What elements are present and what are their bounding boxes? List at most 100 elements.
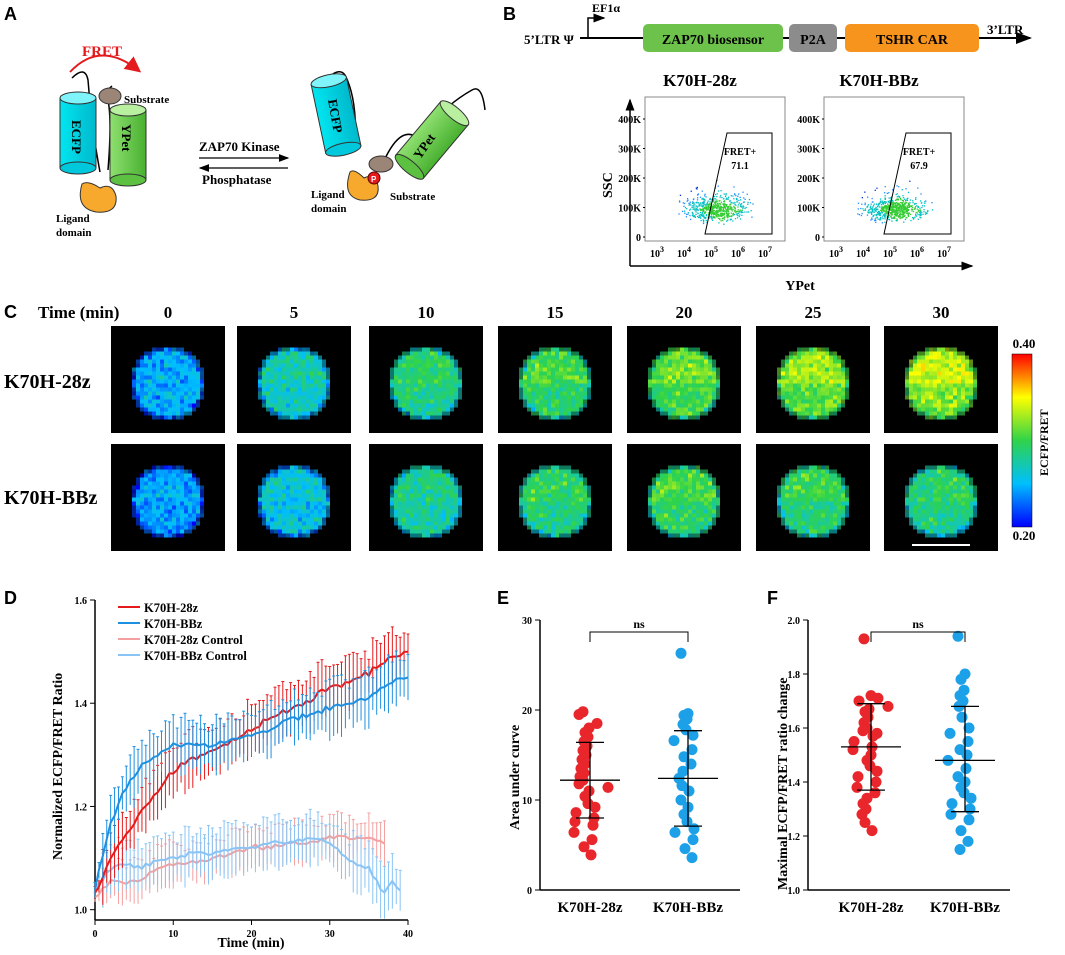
cell-pixel xyxy=(192,493,196,498)
cell-pixel xyxy=(398,505,402,510)
cell-pixel xyxy=(845,395,849,400)
cell-pixel xyxy=(961,407,965,412)
cell-pixel xyxy=(957,411,961,416)
panel-letter-b: B xyxy=(503,4,516,24)
cell-pixel xyxy=(406,351,410,356)
cell-pixel xyxy=(442,521,446,526)
cell-pixel xyxy=(829,489,833,494)
cell-pixel xyxy=(402,371,406,376)
cell-pixel xyxy=(310,355,314,360)
cell-pixel xyxy=(813,351,817,356)
cell-pixel xyxy=(801,521,805,526)
cell-pixel xyxy=(156,485,160,490)
cell-pixel xyxy=(708,513,712,518)
cell-pixel xyxy=(196,379,200,384)
cell-pixel xyxy=(136,497,140,502)
cell-pixel xyxy=(817,375,821,380)
cell-pixel xyxy=(680,375,684,380)
cell-pixel xyxy=(547,403,551,408)
flow-event xyxy=(884,186,886,188)
cell-pixel xyxy=(527,509,531,514)
cell-pixel xyxy=(937,355,941,360)
cell-pixel xyxy=(543,347,547,352)
cell-pixel xyxy=(172,363,176,368)
flow-event xyxy=(715,213,718,215)
cell-pixel xyxy=(314,501,318,506)
cell-pixel xyxy=(446,411,450,416)
flow-event xyxy=(903,209,906,211)
cell-pixel xyxy=(672,399,676,404)
cell-pixel xyxy=(394,485,398,490)
cell-pixel xyxy=(446,505,450,510)
cell-pixel xyxy=(318,363,322,368)
flow-event xyxy=(694,210,696,212)
cell-pixel xyxy=(160,359,164,364)
cell-pixel xyxy=(821,493,825,498)
cell-pixel xyxy=(704,485,708,490)
cell-pixel xyxy=(700,411,704,416)
cell-pixel xyxy=(454,477,458,482)
cell-pixel xyxy=(414,473,418,478)
cell-pixel xyxy=(821,489,825,494)
cell-pixel xyxy=(430,525,434,530)
cell-pixel xyxy=(286,529,290,534)
cell-pixel xyxy=(188,521,192,526)
cell-pixel xyxy=(454,363,458,368)
cell-pixel xyxy=(817,485,821,490)
cell-pixel xyxy=(813,513,817,518)
flow-xtick: 106 xyxy=(731,245,745,260)
cell-pixel xyxy=(672,517,676,522)
cell-pixel xyxy=(656,367,660,372)
flow-event xyxy=(915,211,917,214)
cell-pixel xyxy=(286,351,290,356)
cell-pixel xyxy=(801,347,805,352)
flow-event xyxy=(914,207,916,209)
cell-pixel xyxy=(434,363,438,368)
flow-event xyxy=(919,207,921,209)
cell-pixel xyxy=(583,493,587,498)
cell-pixel xyxy=(817,505,821,510)
cell-pixel xyxy=(567,351,571,356)
cell-pixel xyxy=(286,403,290,408)
flow-event xyxy=(898,215,900,217)
cell-pixel xyxy=(136,367,140,372)
flow-event xyxy=(702,208,704,210)
cell-pixel xyxy=(446,395,450,400)
cell-pixel xyxy=(829,411,833,416)
cell-pixel xyxy=(270,399,274,404)
cell-pixel xyxy=(438,379,442,384)
cell-pixel xyxy=(262,505,266,510)
cell-pixel xyxy=(551,489,555,494)
cell-pixel xyxy=(262,403,266,408)
flow-event xyxy=(901,216,904,218)
cell-pixel xyxy=(817,529,821,534)
cell-pixel xyxy=(294,517,298,522)
cell-pixel xyxy=(152,465,156,470)
cell-pixel xyxy=(837,497,841,502)
cell-pixel xyxy=(559,505,563,510)
cell-pixel xyxy=(676,375,680,380)
cell-pixel xyxy=(164,407,168,412)
cell-pixel xyxy=(563,533,567,538)
cell-pixel xyxy=(278,367,282,372)
cell-pixel xyxy=(164,403,168,408)
flow-event xyxy=(722,207,724,209)
cell-pixel xyxy=(833,375,837,380)
flow-event xyxy=(715,211,717,213)
flow-event xyxy=(901,202,903,205)
cell-pixel xyxy=(692,489,696,494)
cell-pixel xyxy=(535,411,539,416)
cell-pixel xyxy=(957,371,961,376)
cell-pixel xyxy=(700,363,704,368)
cell-pixel xyxy=(551,399,555,404)
cell-pixel xyxy=(684,411,688,416)
flow-event xyxy=(879,214,881,217)
cell-pixel xyxy=(450,477,454,482)
cell-pixel xyxy=(672,355,676,360)
cell-pixel xyxy=(961,355,965,360)
cell-pixel xyxy=(789,399,793,404)
cell-pixel xyxy=(680,481,684,486)
cell-pixel xyxy=(446,513,450,518)
cell-pixel xyxy=(278,395,282,400)
cell-pixel xyxy=(716,485,720,490)
